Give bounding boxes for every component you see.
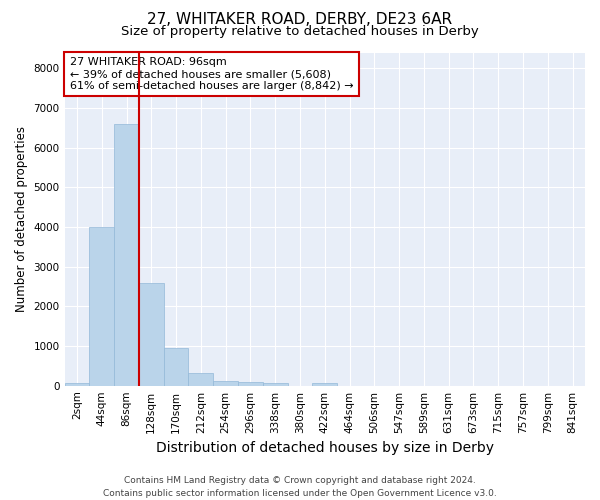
Text: Contains HM Land Registry data © Crown copyright and database right 2024.
Contai: Contains HM Land Registry data © Crown c…	[103, 476, 497, 498]
Bar	[89, 227, 114, 386]
Text: 27 WHITAKER ROAD: 96sqm
← 39% of detached houses are smaller (5,608)
61% of semi: 27 WHITAKER ROAD: 96sqm ← 39% of detache…	[70, 58, 353, 90]
Bar	[263, 383, 287, 386]
Bar	[114, 124, 139, 386]
Text: 27, WHITAKER ROAD, DERBY, DE23 6AR: 27, WHITAKER ROAD, DERBY, DE23 6AR	[148, 12, 452, 28]
Bar	[164, 348, 188, 386]
Bar	[65, 382, 89, 386]
Bar	[188, 373, 213, 386]
Bar	[313, 382, 337, 386]
Bar	[213, 380, 238, 386]
Text: Size of property relative to detached houses in Derby: Size of property relative to detached ho…	[121, 25, 479, 38]
X-axis label: Distribution of detached houses by size in Derby: Distribution of detached houses by size …	[156, 441, 494, 455]
Bar	[139, 282, 164, 386]
Y-axis label: Number of detached properties: Number of detached properties	[15, 126, 28, 312]
Bar	[238, 382, 263, 386]
